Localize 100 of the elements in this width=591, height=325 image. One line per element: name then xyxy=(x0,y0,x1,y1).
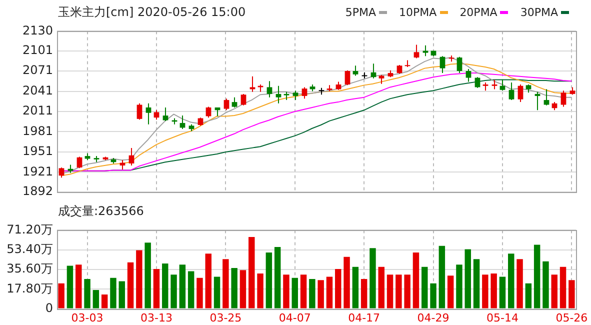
bar xyxy=(283,274,290,308)
y-tick-label: 2041 xyxy=(22,83,53,98)
candlestick xyxy=(146,102,152,125)
bar xyxy=(266,252,272,308)
candlestick xyxy=(518,84,524,103)
bar xyxy=(92,290,100,308)
bar xyxy=(430,283,436,308)
candlestick xyxy=(292,90,298,101)
bar xyxy=(110,278,116,308)
legend-label: 5PMA xyxy=(345,6,376,18)
bar xyxy=(508,254,514,308)
candlestick xyxy=(58,167,64,178)
bar xyxy=(136,250,142,308)
y-tick-label: 1892 xyxy=(22,184,53,198)
bar xyxy=(482,274,488,308)
candlestick xyxy=(302,86,308,100)
legend-label: 10PMA xyxy=(399,6,437,18)
candlestick xyxy=(414,44,420,59)
candlestick xyxy=(508,82,514,101)
y-tick-label: 1921 xyxy=(22,164,53,178)
bar xyxy=(335,269,342,308)
candlestick xyxy=(250,76,256,92)
y-tick-label: 17.80万 xyxy=(6,281,53,296)
x-tick-label: 03-13 xyxy=(140,311,172,324)
bar xyxy=(386,274,394,308)
chart-title: 成交量:263566 xyxy=(58,202,145,220)
candlestick xyxy=(344,70,350,86)
candlestick xyxy=(154,110,160,120)
bar xyxy=(84,278,90,308)
bar xyxy=(499,276,506,308)
candlestick xyxy=(456,56,462,74)
bar xyxy=(370,248,376,308)
x-tick-label: 04-07 xyxy=(278,311,311,324)
bar xyxy=(344,256,350,308)
candlestick xyxy=(534,91,540,111)
bar xyxy=(525,283,532,308)
bar xyxy=(292,278,298,308)
bar xyxy=(404,274,410,308)
bar xyxy=(534,244,540,308)
bar xyxy=(257,273,264,308)
bar xyxy=(516,259,523,308)
bar xyxy=(101,294,108,308)
bar xyxy=(309,278,316,308)
bar xyxy=(127,262,134,308)
candlestick xyxy=(206,106,212,118)
candlestick xyxy=(240,93,246,106)
y-tick-label: 2011 xyxy=(22,104,53,118)
candlestick xyxy=(422,44,428,57)
candlestick xyxy=(232,96,238,108)
candlestick xyxy=(500,79,506,92)
bar xyxy=(222,259,229,308)
y-tick-label: 53.40万 xyxy=(6,242,53,256)
x-tick-label: 03-03 xyxy=(71,311,104,324)
bar xyxy=(326,276,333,308)
bar xyxy=(360,278,368,308)
bar xyxy=(205,254,212,308)
y-tick-label: 2101 xyxy=(22,42,53,57)
y-tick-label: 2071 xyxy=(22,63,53,78)
bar xyxy=(568,280,575,308)
y-tick-label: 0 xyxy=(45,300,53,315)
bar xyxy=(542,261,549,308)
bar xyxy=(447,276,454,308)
bar xyxy=(560,266,566,308)
candlestick xyxy=(276,85,282,104)
y-tick-label: 35.60万 xyxy=(6,262,53,276)
candlestick xyxy=(466,68,472,82)
bar xyxy=(240,270,246,308)
bar xyxy=(170,274,177,308)
bar xyxy=(153,269,160,308)
bar xyxy=(422,266,428,308)
bar xyxy=(438,246,446,308)
candlestick xyxy=(352,65,358,76)
y-tick-label: 1951 xyxy=(22,144,53,158)
bar xyxy=(196,278,203,308)
bar xyxy=(214,276,220,308)
bar xyxy=(179,264,186,308)
x-tick-label: 05-26 xyxy=(556,311,588,324)
x-tick-label: 03-25 xyxy=(210,311,242,324)
bar xyxy=(490,273,497,308)
bar xyxy=(231,268,238,308)
bar xyxy=(66,266,74,308)
candlestick xyxy=(440,56,446,74)
candlestick xyxy=(560,90,566,108)
candlestick xyxy=(492,79,498,90)
chart-title: 玉米主力[cm] 2020-05-26 15:00 xyxy=(58,4,247,20)
bar xyxy=(352,266,359,308)
bar xyxy=(118,281,125,308)
y-tick-label: 2130 xyxy=(22,23,53,38)
candlestick xyxy=(76,156,82,169)
candlestick xyxy=(128,147,134,166)
x-tick-label: 05-14 xyxy=(486,311,518,324)
candlestick xyxy=(162,106,168,122)
bar xyxy=(76,264,82,308)
legend-label: 20PMA xyxy=(460,6,498,18)
bar xyxy=(162,264,168,308)
candlestick xyxy=(224,98,230,111)
bar xyxy=(456,264,462,308)
bar xyxy=(300,274,307,308)
candlestick xyxy=(266,80,272,98)
bar xyxy=(464,249,471,308)
